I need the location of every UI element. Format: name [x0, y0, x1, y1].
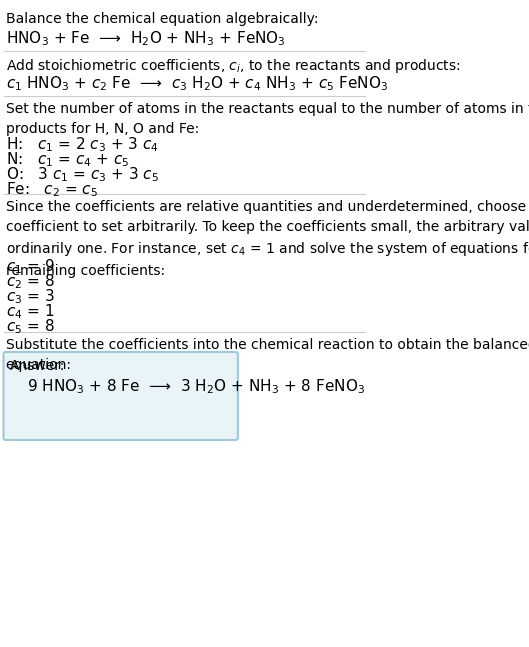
- Text: 9 $\mathregular{HNO_3}$ + 8 Fe  ⟶  3 $\mathregular{H_2O}$ + $\mathregular{NH_3}$: 9 $\mathregular{HNO_3}$ + 8 Fe ⟶ 3 $\mat…: [26, 377, 364, 396]
- Text: H:   $c_1$ = 2 $c_3$ + 3 $c_4$: H: $c_1$ = 2 $c_3$ + 3 $c_4$: [6, 135, 159, 154]
- Text: Add stoichiometric coefficients, $c_i$, to the reactants and products:: Add stoichiometric coefficients, $c_i$, …: [6, 57, 460, 75]
- FancyBboxPatch shape: [4, 352, 238, 440]
- Text: $c_3$ = 3: $c_3$ = 3: [6, 287, 54, 305]
- Text: Balance the chemical equation algebraically:: Balance the chemical equation algebraica…: [6, 12, 318, 26]
- Text: $c_4$ = 1: $c_4$ = 1: [6, 302, 54, 321]
- Text: $c_2$ = 8: $c_2$ = 8: [6, 272, 54, 291]
- Text: Fe:   $c_2$ = $c_5$: Fe: $c_2$ = $c_5$: [6, 180, 98, 199]
- Text: Set the number of atoms in the reactants equal to the number of atoms in the
pro: Set the number of atoms in the reactants…: [6, 102, 529, 135]
- Text: O:   3 $c_1$ = $c_3$ + 3 $c_5$: O: 3 $c_1$ = $c_3$ + 3 $c_5$: [6, 165, 159, 184]
- Text: $c_1$ $\mathregular{HNO_3}$ + $c_2$ Fe  ⟶  $c_3$ $\mathregular{H_2O}$ + $c_4$ $\: $c_1$ $\mathregular{HNO_3}$ + $c_2$ Fe ⟶…: [6, 74, 388, 93]
- Text: Answer:: Answer:: [10, 359, 65, 373]
- Text: $c_1$ = 9: $c_1$ = 9: [6, 257, 54, 276]
- Text: N:   $c_1$ = $c_4$ + $c_5$: N: $c_1$ = $c_4$ + $c_5$: [6, 150, 129, 169]
- Text: $\mathregular{HNO_3}$ + Fe  ⟶  $\mathregular{H_2O}$ + $\mathregular{NH_3}$ + $\m: $\mathregular{HNO_3}$ + Fe ⟶ $\mathregul…: [6, 29, 286, 48]
- Text: Since the coefficients are relative quantities and underdetermined, choose a
coe: Since the coefficients are relative quan…: [6, 200, 529, 278]
- Text: Substitute the coefficients into the chemical reaction to obtain the balanced
eq: Substitute the coefficients into the che…: [6, 338, 529, 371]
- Text: $c_5$ = 8: $c_5$ = 8: [6, 317, 54, 336]
